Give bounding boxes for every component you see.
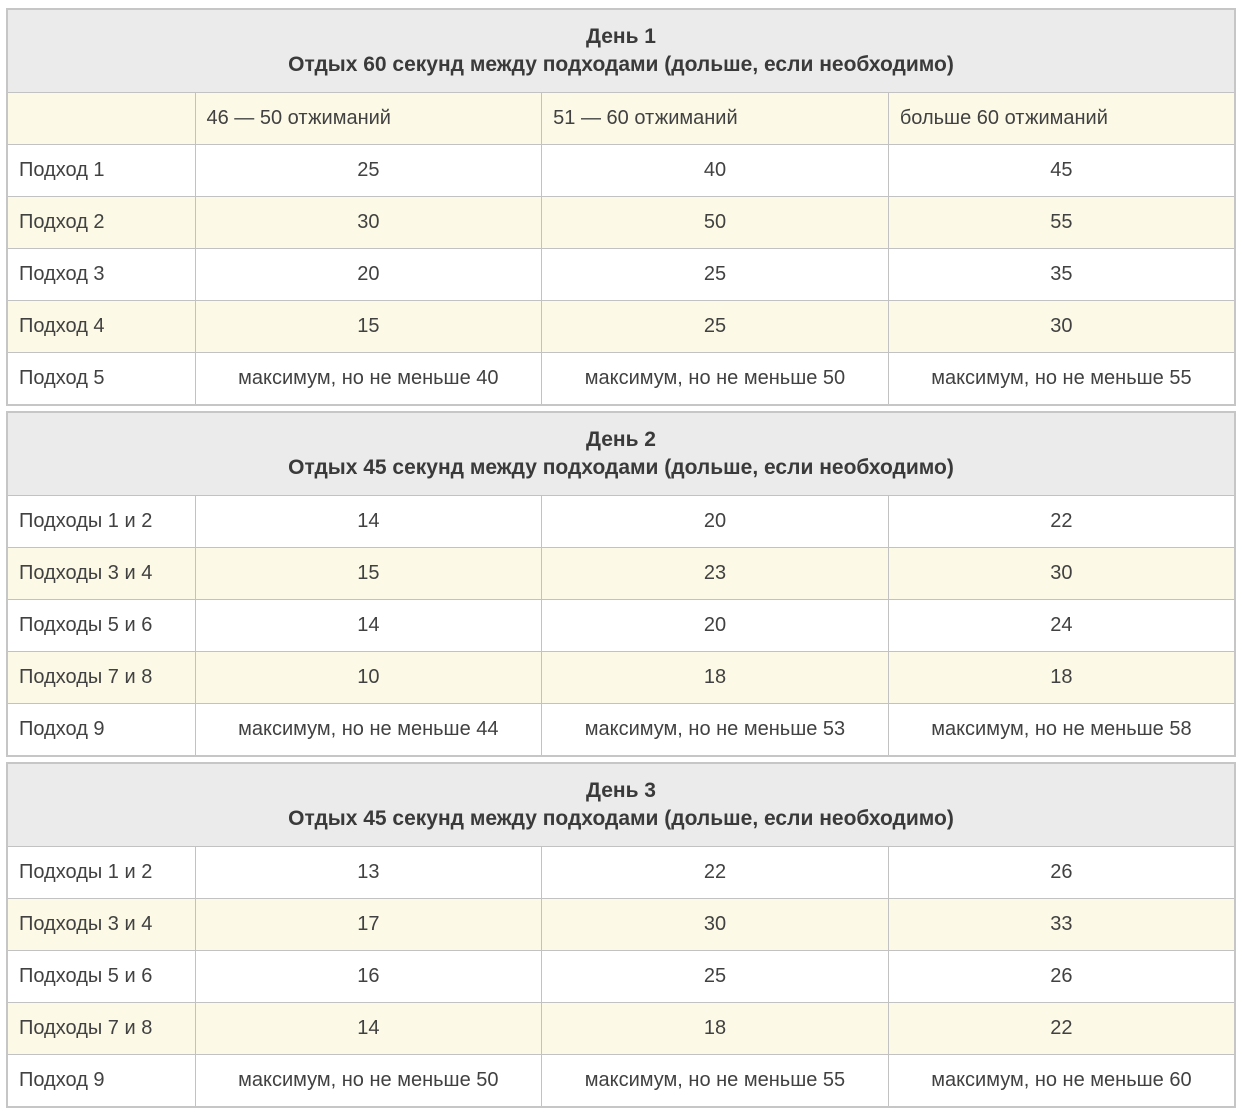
set-label: Подходы 7 и 8 bbox=[6, 651, 196, 704]
column-header-cell: 51 — 60 отжиманий bbox=[541, 92, 889, 145]
table-row: Подходы 5 и 6 14 20 24 bbox=[6, 599, 1236, 652]
day-3-body: Подходы 1 и 2 13 22 26 Подходы 3 и 4 17 30 33 По… bbox=[6, 846, 1236, 1108]
table-row: Подходы 7 и 8 10 18 18 bbox=[6, 651, 1236, 704]
set-label: Подходы 5 и 6 bbox=[6, 599, 196, 652]
reps-value: 18 bbox=[887, 651, 1236, 704]
reps-value: 16 bbox=[194, 950, 543, 1003]
day-3-subtitle: Отдых 45 секунд между подходами (дольше,… bbox=[288, 807, 954, 830]
reps-value: максимум, но не меньше 53 bbox=[541, 703, 889, 757]
reps-value: 18 bbox=[541, 1002, 889, 1055]
table-row: Подход 4 15 25 30 bbox=[6, 300, 1236, 353]
reps-value: 22 bbox=[541, 846, 889, 899]
reps-value: 30 bbox=[194, 196, 543, 249]
reps-value: 14 bbox=[194, 599, 543, 652]
set-label: Подход 5 bbox=[6, 352, 196, 406]
set-label: Подход 1 bbox=[6, 144, 196, 197]
day-1-subtitle: Отдых 60 секунд между подходами (дольше,… bbox=[288, 53, 954, 76]
reps-value: 33 bbox=[887, 898, 1236, 951]
reps-value: 25 bbox=[194, 144, 543, 197]
reps-value: 22 bbox=[887, 495, 1236, 548]
reps-value: 45 bbox=[887, 144, 1236, 197]
reps-value: 25 bbox=[541, 248, 889, 301]
day-1-table: День 1 Отдых 60 секунд между подходами (… bbox=[6, 8, 1236, 406]
reps-value: 14 bbox=[194, 1002, 543, 1055]
reps-value: максимум, но не меньше 50 bbox=[194, 1054, 543, 1108]
table-row: Подход 5 максимум, но не меньше 40 максиму… bbox=[6, 352, 1236, 406]
table-row: Подходы 1 и 2 13 22 26 bbox=[6, 846, 1236, 899]
reps-value: 14 bbox=[194, 495, 543, 548]
day-1-body: 46 — 50 отжиманий 51 — 60 отжиманий больше… bbox=[6, 92, 1236, 406]
reps-value: 22 bbox=[887, 1002, 1236, 1055]
set-label: Подход 9 bbox=[6, 1054, 196, 1108]
table-row: Подход 9 максимум, но не меньше 44 максиму… bbox=[6, 703, 1236, 757]
column-header-cell: 46 — 50 отжиманий bbox=[194, 92, 543, 145]
day-1-title: День 1 bbox=[585, 25, 656, 48]
day-2-title: День 2 bbox=[585, 428, 656, 451]
reps-value: 24 bbox=[887, 599, 1236, 652]
day-1-section-header: День 1 Отдых 60 секунд между подходами (… bbox=[6, 8, 1236, 93]
table-row: Подходы 3 и 4 15 23 30 bbox=[6, 547, 1236, 600]
day-2-section-header-row: День 2 Отдых 45 секунд между подходами (… bbox=[6, 411, 1236, 496]
reps-value: 25 bbox=[541, 300, 889, 353]
set-label: Подходы 1 и 2 bbox=[6, 846, 196, 899]
reps-value: максимум, но не меньше 44 bbox=[194, 703, 543, 757]
reps-value: 30 bbox=[541, 898, 889, 951]
reps-value: 20 bbox=[194, 248, 543, 301]
reps-value: 20 bbox=[541, 599, 889, 652]
day-2-section-header: День 2 Отдых 45 секунд между подходами (… bbox=[6, 411, 1236, 496]
reps-value: 20 bbox=[541, 495, 889, 548]
reps-value: 18 bbox=[541, 651, 889, 704]
day-3-section-header: День 3 Отдых 45 секунд между подходами (… bbox=[6, 762, 1236, 847]
set-label: Подход 4 bbox=[6, 300, 196, 353]
reps-value: 50 bbox=[541, 196, 889, 249]
table-row: Подходы 5 и 6 16 25 26 bbox=[6, 950, 1236, 1003]
reps-value: максимум, но не меньше 60 bbox=[887, 1054, 1236, 1108]
table-row: Подход 1 25 40 45 bbox=[6, 144, 1236, 197]
reps-value: 26 bbox=[887, 846, 1236, 899]
column-header-cell: больше 60 отжиманий bbox=[887, 92, 1236, 145]
reps-value: 15 bbox=[194, 547, 543, 600]
reps-value: максимум, но не меньше 55 bbox=[887, 352, 1236, 406]
set-label: Подход 9 bbox=[6, 703, 196, 757]
reps-value: максимум, но не меньше 55 bbox=[541, 1054, 889, 1108]
reps-value: 30 bbox=[887, 547, 1236, 600]
day-3-title: День 3 bbox=[585, 779, 656, 802]
table-row: Подход 2 30 50 55 bbox=[6, 196, 1236, 249]
table-row: Подходы 1 и 2 14 20 22 bbox=[6, 495, 1236, 548]
set-label: Подходы 1 и 2 bbox=[6, 495, 196, 548]
reps-value: максимум, но не меньше 50 bbox=[541, 352, 889, 406]
day-2-table: День 2 Отдых 45 секунд между подходами (… bbox=[6, 411, 1236, 757]
table-row: Подходы 3 и 4 17 30 33 bbox=[6, 898, 1236, 951]
day-2-subtitle: Отдых 45 секунд между подходами (дольше,… bbox=[288, 456, 954, 479]
day-1-section-header-row: День 1 Отдых 60 секунд между подходами (… bbox=[6, 8, 1236, 93]
reps-value: 30 bbox=[887, 300, 1236, 353]
reps-value: максимум, но не меньше 58 bbox=[887, 703, 1236, 757]
set-label: Подход 3 bbox=[6, 248, 196, 301]
column-header-row: 46 — 50 отжиманий 51 — 60 отжиманий больше… bbox=[6, 92, 1236, 145]
set-label: Подходы 7 и 8 bbox=[6, 1002, 196, 1055]
reps-value: 26 bbox=[887, 950, 1236, 1003]
reps-value: 17 bbox=[194, 898, 543, 951]
set-label: Подходы 3 и 4 bbox=[6, 898, 196, 951]
set-label: Подходы 3 и 4 bbox=[6, 547, 196, 600]
reps-value: 40 bbox=[541, 144, 889, 197]
table-row: Подходы 7 и 8 14 18 22 bbox=[6, 1002, 1236, 1055]
table-row: Подход 3 20 25 35 bbox=[6, 248, 1236, 301]
reps-value: 35 bbox=[887, 248, 1236, 301]
corner-cell bbox=[6, 92, 196, 145]
day-2-body: Подходы 1 и 2 14 20 22 Подходы 3 и 4 15 23 30 По… bbox=[6, 495, 1236, 757]
day-3-table: День 3 Отдых 45 секунд между подходами (… bbox=[6, 762, 1236, 1108]
reps-value: 23 bbox=[541, 547, 889, 600]
set-label: Подходы 5 и 6 bbox=[6, 950, 196, 1003]
day-3-section-header-row: День 3 Отдых 45 секунд между подходами (… bbox=[6, 762, 1236, 847]
reps-value: 10 bbox=[194, 651, 543, 704]
reps-value: максимум, но не меньше 40 bbox=[194, 352, 543, 406]
table-row: Подход 9 максимум, но не меньше 50 максиму… bbox=[6, 1054, 1236, 1108]
set-label: Подход 2 bbox=[6, 196, 196, 249]
reps-value: 15 bbox=[194, 300, 543, 353]
reps-value: 13 bbox=[194, 846, 543, 899]
reps-value: 55 bbox=[887, 196, 1236, 249]
reps-value: 25 bbox=[541, 950, 889, 1003]
